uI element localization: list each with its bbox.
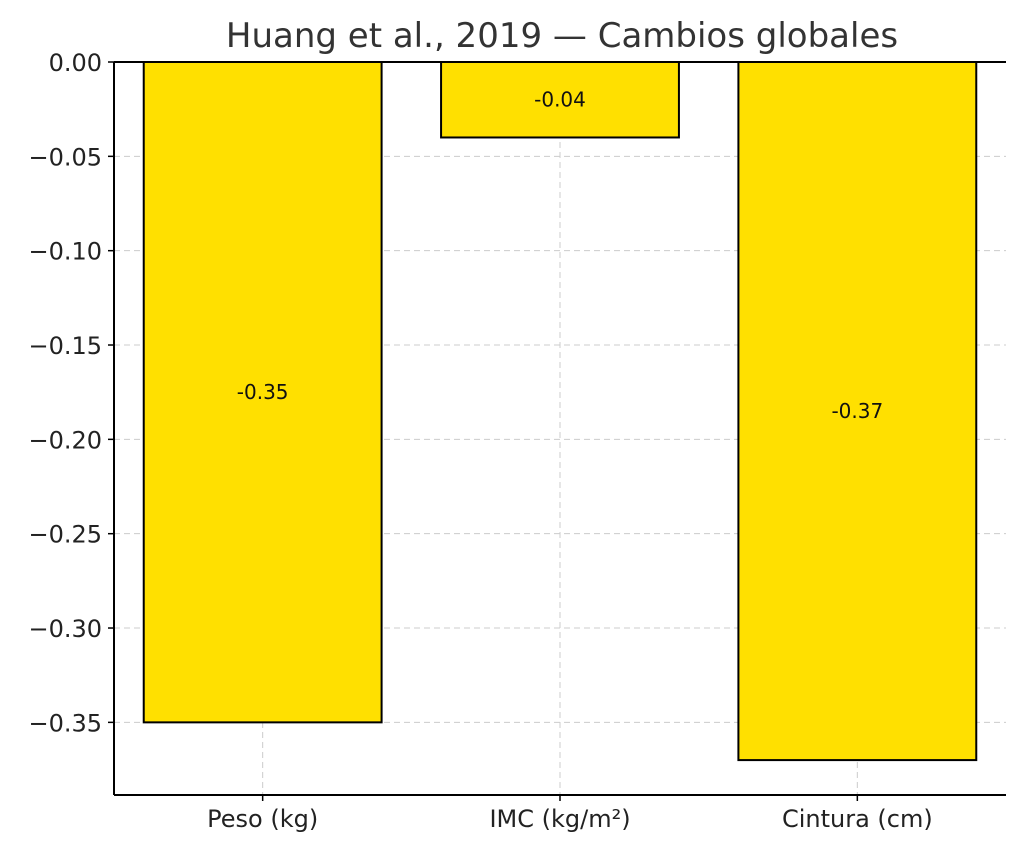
- x-tick-label: Peso (kg): [207, 805, 318, 833]
- y-tick-label: −0.05: [28, 143, 102, 171]
- y-tick-label: −0.15: [28, 332, 102, 360]
- y-tick-label: −0.10: [28, 238, 102, 266]
- bar-2: [440, 61, 680, 139]
- y-tick-label: −0.30: [28, 615, 102, 643]
- y-tick-label: −0.35: [28, 709, 102, 737]
- bar-3: [737, 61, 978, 762]
- y-tick-label: −0.20: [28, 426, 102, 454]
- bar-value-label: -0.04: [534, 88, 586, 112]
- x-tick-label: Cintura (cm): [782, 805, 933, 833]
- labels: 0.00 −0.05 −0.10 −0.15 −0.20 −0.25 −0.30 −0.35 -…: [28, 49, 932, 833]
- y-tick-label: 0.00: [49, 49, 102, 77]
- y-tick-label: −0.25: [28, 521, 102, 549]
- x-tick-label: IMC (kg/m²): [489, 805, 630, 833]
- axes: [108, 61, 1006, 801]
- bar-value-label: -0.37: [831, 399, 883, 423]
- chart-title: Huang et al., 2019 — Cambios globales: [226, 16, 898, 56]
- bar-value-label: -0.35: [237, 380, 289, 404]
- bars: [142, 61, 978, 762]
